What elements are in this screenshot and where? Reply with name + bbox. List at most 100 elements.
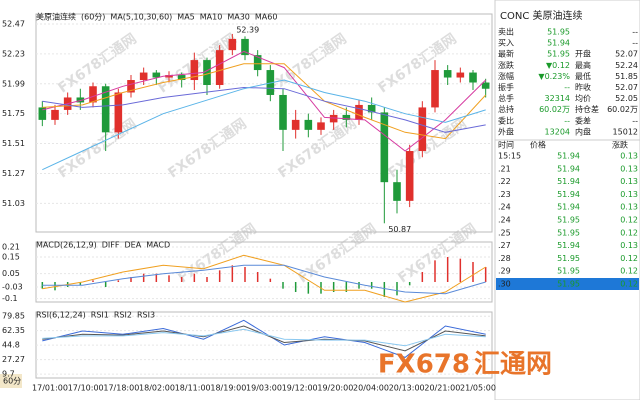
indicator-line [42,63,487,140]
tick-cell: 51.95 [557,267,580,276]
panel-frame [35,241,493,303]
indicator-line [42,264,486,295]
quote-cell: 买入 [498,39,514,48]
indicator-line [42,79,486,171]
tick-cell: 0.12 [620,267,638,276]
candle-body [51,109,59,120]
tick-cell: 51.94 [557,190,580,199]
candle-body [89,86,97,103]
high-annotation: 52.39 [236,25,259,34]
x-tick-label: 20/13:00 [389,384,425,393]
panel-title: (60分) [81,13,105,22]
x-tick-label: 17/10:00 [68,384,104,393]
quote-cell: 总持 [498,104,514,114]
tick-cell: 0.13 [620,152,638,161]
candle-body [367,104,376,113]
y-tick-label: 9.7 [2,370,15,379]
panel-title: RSI3 [137,311,155,320]
candle-body [355,104,363,120]
panel-title: MA30 [227,13,250,22]
tick-cell: 51.95 [557,216,580,225]
quote-cell: 总手 [498,93,514,103]
quote-cell: -- [632,116,638,125]
x-tick-label: 18/19:00 [210,384,246,393]
quote-cell: 涨跌 [498,60,514,70]
period-label[interactable]: 60分 [3,377,21,386]
tick-cell: 0.12 [620,216,638,225]
panel-title: MA10 [200,13,223,22]
indicator-line [42,328,486,347]
candle-body [228,38,237,51]
candle-body [203,60,211,86]
tick-cell: .23 [498,190,511,199]
tick-cell: 51.94 [557,177,580,186]
x-tick-label: 20/04:00 [353,384,389,393]
tick-cell: 51.95 [557,254,580,263]
quote-cell: -- [632,39,638,48]
x-tick-label: 18/11:00 [175,384,211,393]
x-tick-label: 19/12:00 [282,384,318,393]
quote-cell: 委比 [498,115,514,125]
tick-cell: 51.94 [557,241,580,250]
tick-cell: .22 [498,177,511,186]
quote-cell: 卖出 [498,27,514,37]
candle-body [114,92,123,133]
y-tick-label: -0.1 [2,294,18,303]
candle-body [469,72,477,83]
quote-cell: 最新 [498,49,514,59]
y-tick-label: 0.21 [2,243,20,252]
quote-cell: ▼0.12 [546,61,570,70]
panel-title: RSI1 [91,311,109,320]
quote-cell: 均价 [575,93,591,103]
quote-cell: -- [564,116,570,125]
candle-body [165,75,173,78]
tick-cell: 0.12 [620,228,638,237]
candle-body [279,94,287,130]
tick-cell: 0.13 [620,241,638,250]
quote-cell: 60.02万 [607,105,638,114]
x-tick-label: 19/20:00 [317,384,353,393]
y-tick-label: 0.05 [2,269,20,278]
quote-cell: 最高 [575,60,591,70]
indicator-line [42,50,487,152]
tick-cell: 0.12 [620,280,638,289]
candle-body [253,55,262,71]
y-tick-label: 51.99 [2,79,25,88]
panel-title: MACD [146,241,170,250]
candle-body [481,82,490,89]
quote-cell: 最低 [575,71,591,81]
x-tick-label: 19/03:00 [246,384,282,393]
quote-cell: 昨收 [575,82,591,92]
quote-cell: 委差 [575,115,591,125]
indicator-line [42,254,486,303]
tick-cell: 0.13 [620,177,638,186]
tick-cell: 0.13 [620,190,638,199]
quote-cell: 涨幅 [498,71,514,81]
logo-name: 汇通网 [474,350,552,380]
candle-body [38,107,47,120]
indicator-line [42,86,486,133]
candle-body [329,114,338,123]
quote-cell: ▼0.23% [538,72,570,81]
tick-cell: .29 [498,267,511,276]
selected-row [496,278,639,290]
y-tick-label: 51.27 [2,169,25,178]
period-button[interactable] [0,374,22,388]
panel-title: MA60 [255,13,278,22]
quote-cell: 外盘 [498,126,514,136]
panel-title: RSI(6,12,24) [36,311,86,320]
low-annotation: 50.87 [388,225,411,234]
quote-cell: -- [564,83,570,92]
quote-cell: 内盘 [575,126,591,136]
candle-body [304,119,313,130]
x-tick-label: 17/01:00 [32,384,68,393]
y-tick-label: 51.75 [2,109,25,118]
y-tick-label: 62.35 [2,326,25,335]
tick-cell: 51.94 [557,164,580,173]
panel-title: MA(5,10,30,60) [110,13,172,22]
panel-title: DEA [125,241,142,250]
candle-body [380,112,389,183]
candle-body [101,86,110,133]
x-tick-label: 17/18:00 [103,384,139,393]
